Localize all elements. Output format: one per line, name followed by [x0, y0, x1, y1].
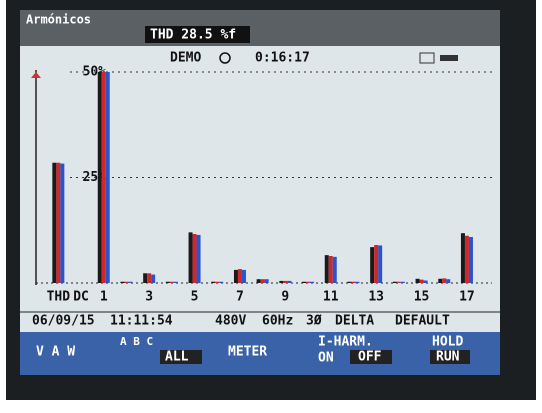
bar	[332, 256, 337, 283]
battery-icon	[419, 52, 435, 64]
frequency: 60Hz	[262, 314, 293, 329]
softkey-hold[interactable]: HOLD	[432, 335, 463, 350]
bar	[124, 281, 129, 283]
softkey-all[interactable]: ALL	[165, 350, 189, 365]
bar	[438, 278, 443, 283]
bar	[256, 279, 261, 283]
bar	[219, 281, 224, 283]
bar	[468, 237, 473, 283]
x-tick-label: 13	[368, 290, 384, 305]
bar	[128, 281, 133, 283]
bar	[442, 278, 447, 283]
x-tick-label: 3	[145, 290, 153, 305]
bar	[60, 163, 65, 283]
elapsed-time: 0:16:17	[255, 51, 310, 66]
demo-label: DEMO	[170, 51, 201, 66]
bar	[192, 234, 197, 283]
bar	[105, 72, 110, 283]
mode-title: Armónicos	[26, 13, 91, 27]
softkey-iharm[interactable]: I-HARM.	[318, 335, 373, 350]
x-tick-label: 15	[414, 290, 430, 305]
run-box	[430, 350, 470, 364]
softkey-run[interactable]: RUN	[436, 350, 460, 365]
thd-readout: THD 28.5 %f	[150, 28, 236, 43]
phase: 3Ø	[306, 314, 322, 329]
x-tick-label: 5	[191, 290, 199, 305]
bar	[355, 281, 360, 283]
softkey-vaw[interactable]: V A W	[36, 345, 75, 360]
bar	[460, 233, 465, 283]
x-tick-label: THD	[47, 290, 71, 305]
time: 11:11:54	[110, 314, 173, 329]
voltage: 480V	[215, 314, 246, 329]
limits: DEFAULT	[395, 314, 450, 329]
bar	[370, 247, 375, 283]
bar	[165, 281, 170, 283]
bar	[310, 281, 315, 283]
softkey-abc[interactable]: A B C	[120, 335, 153, 348]
bar	[324, 255, 329, 283]
header-bar	[20, 10, 500, 46]
bar	[464, 235, 469, 283]
bar	[143, 273, 148, 283]
bar	[283, 280, 288, 283]
bar	[151, 274, 156, 283]
bar	[378, 245, 383, 283]
bar	[306, 281, 311, 283]
bar	[328, 255, 333, 283]
bar	[215, 281, 220, 283]
softkey-meter[interactable]: METER	[228, 345, 267, 360]
plug-icon	[440, 55, 458, 61]
bar	[169, 281, 174, 283]
topology: DELTA	[335, 314, 374, 329]
x-tick-label: 11	[323, 290, 339, 305]
bar	[446, 279, 451, 283]
x-tick-label: 1	[100, 290, 108, 305]
bar	[173, 281, 178, 283]
softkey-bar	[20, 332, 500, 375]
all-box	[160, 350, 202, 364]
bar	[147, 273, 152, 283]
bar	[233, 269, 238, 283]
bar	[264, 279, 269, 283]
thd-box	[145, 26, 250, 43]
bar	[423, 280, 428, 283]
x-tick-label: 17	[459, 290, 475, 305]
bar	[287, 280, 292, 283]
bar	[237, 269, 242, 283]
bar	[120, 281, 125, 283]
bar	[374, 245, 379, 283]
bar	[396, 281, 401, 283]
bar	[101, 72, 106, 283]
bar	[52, 162, 57, 283]
bar	[188, 232, 193, 283]
softkey-off[interactable]: OFF	[358, 350, 382, 365]
bar	[97, 72, 102, 283]
bar	[56, 162, 61, 283]
softkey-on[interactable]: ON	[318, 351, 334, 366]
bar	[347, 281, 352, 283]
bar	[241, 269, 246, 283]
bar	[260, 279, 265, 283]
bar	[211, 281, 216, 283]
off-box	[350, 350, 392, 364]
clock-icon	[219, 52, 231, 64]
bar	[415, 278, 420, 283]
bar	[392, 281, 397, 283]
date: 06/09/15	[32, 314, 95, 329]
axis-marker	[31, 72, 41, 78]
bar	[400, 281, 405, 283]
bar	[279, 280, 284, 283]
bar	[302, 281, 307, 283]
bar	[196, 234, 201, 283]
x-tick-label: 9	[281, 290, 289, 305]
x-tick-label: DC	[73, 290, 89, 305]
bar	[419, 279, 424, 283]
x-tick-label: 7	[236, 290, 244, 305]
bar	[351, 281, 356, 283]
